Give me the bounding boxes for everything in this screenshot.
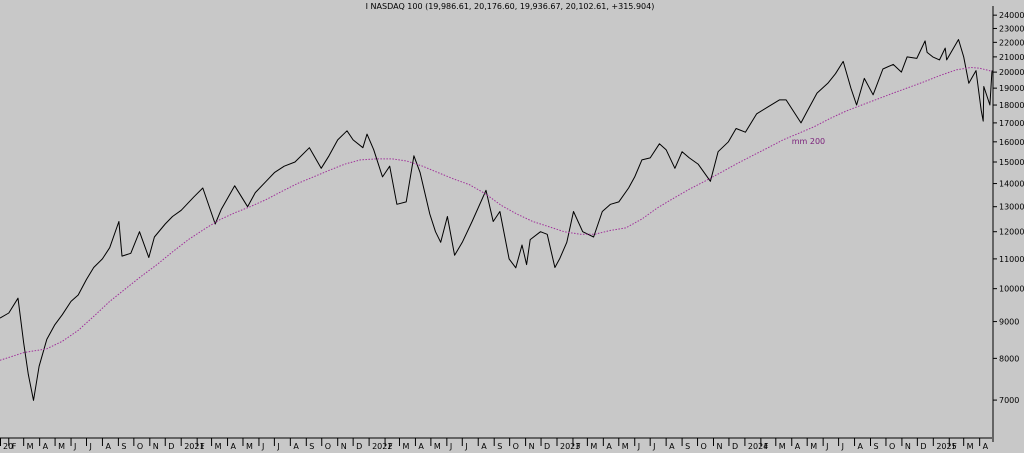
x-tick-label: M: [622, 442, 629, 451]
x-tick-label: N: [905, 442, 911, 451]
y-tick-label: 13000: [999, 203, 1024, 212]
x-tick-label: M: [434, 442, 441, 451]
x-tick-label: S: [497, 442, 502, 451]
x-tick-label: F: [576, 442, 581, 451]
annotation-layer: mm 200: [792, 137, 825, 146]
x-tick-label: O: [701, 442, 707, 451]
x-tick-label: F: [200, 442, 205, 451]
x-tick-label: J: [276, 442, 279, 451]
x-tick-label: 20: [3, 442, 13, 451]
x-tick-label: J: [73, 442, 76, 451]
x-tick-label: O: [325, 442, 331, 451]
x-tick-label: A: [858, 442, 864, 451]
x-tick-label: S: [874, 442, 879, 451]
x-tick-label: A: [481, 442, 487, 451]
x-tick-label: M: [810, 442, 817, 451]
series-layer: [0, 39, 993, 401]
x-tick-label: 2022: [372, 442, 392, 451]
x-tick-label: D: [920, 442, 926, 451]
x-tick-label: D: [732, 442, 738, 451]
x-tick-label: A: [231, 442, 237, 451]
moving-average-label: mm 200: [792, 137, 825, 146]
x-tick-label: N: [529, 442, 535, 451]
y-tick-label: 16000: [999, 138, 1024, 147]
x-tick-label: S: [121, 442, 126, 451]
x-tick-label: A: [606, 442, 612, 451]
x-tick-label: O: [137, 442, 143, 451]
y-tick-label: 7000: [999, 396, 1019, 405]
x-tick-label: M: [967, 442, 974, 451]
chart-title: I NASDAQ 100 (19,986.61, 20,176.60, 19,9…: [366, 2, 655, 11]
y-tick-label: 17000: [999, 119, 1024, 128]
x-tick-label: 2024: [748, 442, 768, 451]
x-tick-label: 2023: [560, 442, 580, 451]
x-tick-label: 2025: [936, 442, 956, 451]
y-tick-label: 12000: [999, 228, 1024, 237]
x-tick-label: J: [825, 442, 828, 451]
y-tick-label: 9000: [999, 318, 1019, 327]
x-tick-label: J: [637, 442, 640, 451]
x-tick-label: N: [153, 442, 159, 451]
x-tick-label: A: [669, 442, 675, 451]
x-tick-label: M: [779, 442, 786, 451]
y-tick-label: 15000: [999, 158, 1024, 167]
price-line: [0, 39, 993, 401]
x-tick-label: M: [58, 442, 65, 451]
x-tick-label: J: [652, 442, 655, 451]
x-tick-label: N: [716, 442, 722, 451]
y-tick-label: 8000: [999, 354, 1019, 363]
x-tick-label: A: [983, 442, 989, 451]
x-tick-label: F: [764, 442, 769, 451]
y-tick-label: 18000: [999, 101, 1024, 110]
x-tick-label: O: [889, 442, 895, 451]
x-tick-label: A: [418, 442, 424, 451]
x-tick-label: A: [43, 442, 49, 451]
x-tick-label: D: [356, 442, 362, 451]
x-tick-label: M: [27, 442, 34, 451]
x-tick-label: M: [590, 442, 597, 451]
y-tick-label: 21000: [999, 53, 1024, 62]
y-tick-label: 10000: [999, 285, 1024, 294]
x-tick-label: F: [12, 442, 17, 451]
x-tick-label: M: [215, 442, 222, 451]
y-axis: 7000 8000 9000 10000 11000 12000 13000 14000 150…: [992, 6, 1024, 442]
x-tick-label: J: [261, 442, 264, 451]
y-tick-label: 14000: [999, 180, 1024, 189]
x-tick-label: A: [105, 442, 111, 451]
x-tick-label: J: [88, 442, 91, 451]
y-tick-label: 22000: [999, 38, 1024, 47]
x-tick-label: N: [341, 442, 347, 451]
y-tick-label: 20000: [999, 68, 1024, 77]
x-tick-label: J: [841, 442, 844, 451]
y-tick-label: 11000: [999, 255, 1024, 264]
x-tick-label: M: [246, 442, 253, 451]
x-tick-label: S: [309, 442, 314, 451]
x-tick-label: O: [513, 442, 519, 451]
x-tick-label: J: [464, 442, 467, 451]
x-tick-label: M: [402, 442, 409, 451]
x-tick-label: 2021: [184, 442, 204, 451]
x-tick-label: A: [293, 442, 299, 451]
x-tick-label: F: [952, 442, 957, 451]
x-tick-label: J: [449, 442, 452, 451]
y-tick-label: 23000: [999, 24, 1024, 33]
x-tick-label: F: [388, 442, 393, 451]
x-tick-label: A: [795, 442, 801, 451]
y-tick-label: 24000: [999, 11, 1024, 20]
x-tick-label: S: [685, 442, 690, 451]
x-tick-label: D: [544, 442, 550, 451]
x-tick-label: D: [168, 442, 174, 451]
y-tick-label: 19000: [999, 84, 1024, 93]
